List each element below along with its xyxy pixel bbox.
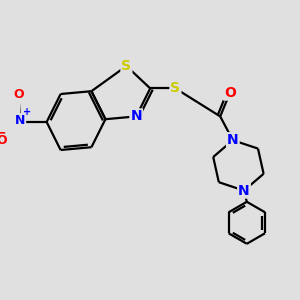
Text: S: S [170, 81, 180, 95]
Text: O: O [13, 88, 24, 100]
Text: N: N [15, 114, 25, 127]
Text: N: N [238, 184, 250, 198]
Text: N: N [130, 110, 142, 123]
Text: +: + [23, 107, 32, 117]
Text: O: O [0, 134, 7, 147]
Text: N: N [227, 133, 238, 147]
Text: O: O [224, 85, 236, 100]
Text: S: S [122, 59, 131, 73]
Text: −: − [0, 125, 7, 139]
